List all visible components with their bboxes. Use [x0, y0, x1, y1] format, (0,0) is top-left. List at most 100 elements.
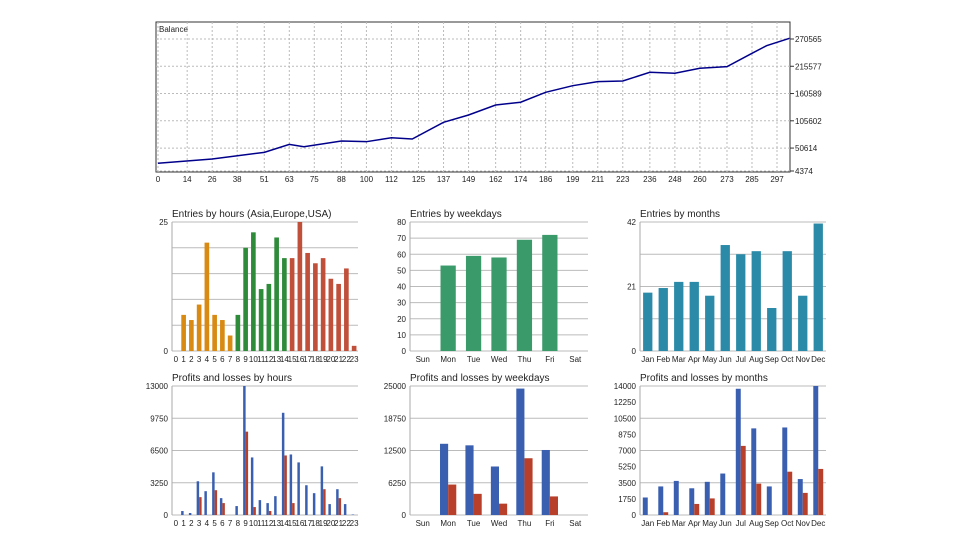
- bar: [491, 257, 507, 351]
- x-tick-label: Sun: [416, 355, 430, 364]
- x-tick-label: Fri: [545, 355, 555, 364]
- x-tick-label: 10: [249, 355, 258, 364]
- bar: [282, 258, 287, 351]
- bar: [251, 232, 256, 351]
- panel-title: Profits and losses by months: [640, 373, 768, 384]
- bar: [235, 314, 241, 351]
- loss-bar: [756, 483, 762, 515]
- x-tick-label: 8: [236, 355, 241, 364]
- bar: [227, 335, 233, 351]
- bar: [243, 247, 248, 351]
- x-tick-label: 0: [174, 355, 179, 364]
- bar: [751, 251, 761, 351]
- x-tick-label: 13: [272, 355, 281, 364]
- y-tick-label: 13000: [146, 382, 169, 391]
- x-tick-label: Feb: [656, 519, 670, 528]
- balance-y-label: 270565: [795, 35, 822, 44]
- y-tick-label: 1750: [618, 495, 636, 504]
- balance-x-label: 285: [745, 175, 759, 184]
- x-tick-label: Aug: [749, 519, 763, 528]
- x-tick-label: 20: [326, 355, 335, 364]
- x-tick-label: Jul: [736, 355, 746, 364]
- loss-bar: [473, 493, 482, 515]
- y-tick-label: 10500: [614, 414, 637, 423]
- bar: [782, 251, 792, 351]
- profit-bar: [219, 498, 223, 515]
- loss-bar: [214, 490, 218, 515]
- x-tick-label: 7: [228, 355, 233, 364]
- profit-bar: [689, 488, 695, 515]
- x-tick-label: 5: [212, 355, 217, 364]
- x-tick-label: Apr: [688, 519, 701, 528]
- bar: [767, 308, 777, 351]
- x-tick-label: 23: [350, 519, 359, 528]
- bar: [689, 281, 699, 351]
- x-tick-label: Jul: [736, 519, 746, 528]
- loss-bar: [802, 492, 808, 515]
- x-tick-label: 15: [288, 519, 297, 528]
- x-tick-label: 2: [189, 355, 194, 364]
- x-tick-label: Oct: [781, 519, 794, 528]
- x-tick-label: 17: [303, 519, 312, 528]
- bar: [440, 265, 456, 351]
- y-tick-label: 6500: [150, 447, 168, 456]
- x-tick-label: 2: [189, 519, 194, 528]
- x-tick-label: 16: [295, 519, 304, 528]
- x-tick-label: 12: [264, 519, 273, 528]
- profit-bar: [465, 445, 474, 515]
- loss-bar: [284, 455, 287, 515]
- y-tick-label: 0: [164, 511, 169, 520]
- bar: [351, 345, 357, 351]
- x-tick-label: 22: [342, 519, 351, 528]
- x-tick-label: Jan: [641, 355, 654, 364]
- bar: [542, 234, 558, 351]
- x-tick-label: 4: [205, 519, 210, 528]
- y-tick-label: 42: [627, 218, 636, 227]
- y-tick-label: 18750: [384, 414, 407, 423]
- bar: [274, 237, 279, 351]
- balance-line: [157, 37, 790, 164]
- profit-bar: [196, 481, 200, 515]
- y-tick-label: 0: [402, 511, 407, 520]
- profit-bar: [343, 504, 347, 515]
- x-tick-label: 6: [220, 519, 225, 528]
- profit-bar: [673, 480, 679, 515]
- x-tick-label: Mon: [440, 355, 456, 364]
- balance-x-label: 125: [412, 175, 426, 184]
- profit-bar: [766, 486, 772, 515]
- profit-bar: [243, 386, 246, 515]
- x-tick-label: May: [702, 519, 717, 528]
- balance-title: Balance: [159, 25, 188, 34]
- balance-x-label: 112: [385, 175, 398, 184]
- bar: [258, 289, 264, 351]
- balance-x-label: 186: [539, 175, 553, 184]
- profit-bar: [704, 481, 710, 515]
- y-tick-label: 0: [632, 511, 637, 520]
- x-tick-label: Jun: [719, 519, 732, 528]
- x-tick-label: Thu: [518, 355, 532, 364]
- balance-x-label: 100: [360, 175, 374, 184]
- balance-x-label: 26: [208, 175, 217, 184]
- x-tick-label: Sep: [765, 355, 780, 364]
- profit-bar: [516, 388, 525, 515]
- bar: [320, 258, 326, 351]
- y-tick-label: 7000: [618, 447, 636, 456]
- y-tick-label: 12500: [384, 447, 407, 456]
- loss-bar: [787, 471, 793, 515]
- y-tick-label: 25000: [384, 382, 407, 391]
- profit-bar: [735, 388, 741, 515]
- x-tick-label: Nov: [796, 355, 810, 364]
- y-tick-label: 21: [627, 283, 636, 292]
- bar: [720, 245, 730, 351]
- balance-x-label: 248: [668, 175, 682, 184]
- balance-y-label: 50614: [795, 144, 818, 153]
- bar: [674, 281, 684, 351]
- loss-bar: [709, 498, 715, 515]
- balance-y-label: 215577: [795, 62, 822, 71]
- x-tick-label: Aug: [749, 355, 763, 364]
- y-tick-label: 0: [632, 347, 637, 356]
- y-tick-label: 6250: [388, 479, 406, 488]
- profit-bar: [281, 412, 285, 515]
- balance-x-label: 137: [437, 175, 451, 184]
